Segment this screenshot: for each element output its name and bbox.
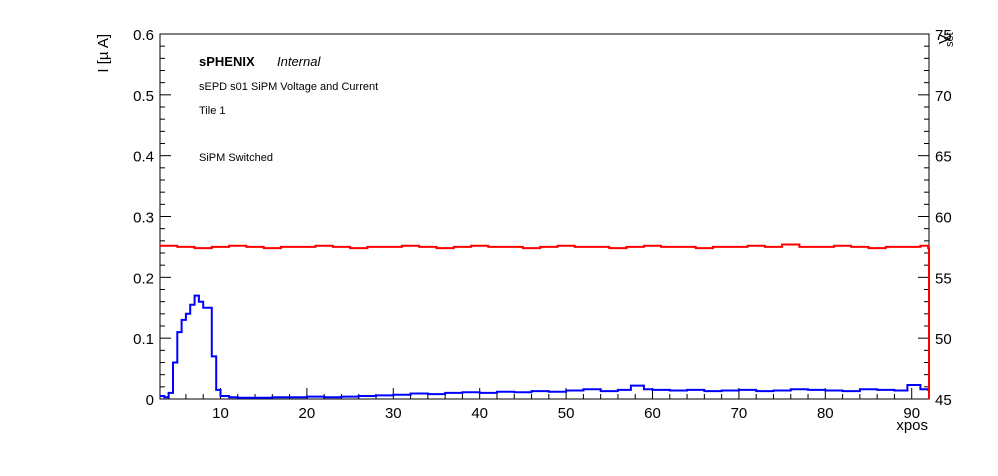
x-tick-label: 50 [558, 405, 575, 422]
tick-labels: 10 20 30 40 50 60 70 80 90 0 0.1 0.2 0.3 0.4 0.5 0.6 45 5… [133, 27, 952, 422]
status-label: Internal [277, 54, 321, 69]
tile-label: Tile 1 [199, 105, 226, 117]
x-tick-label: 80 [817, 405, 834, 422]
x-tick-label: 40 [471, 405, 488, 422]
x-tick-label: 70 [731, 405, 748, 422]
y-left-tick-label: 0.1 [133, 331, 154, 348]
y-left-tick-label: 0.5 [133, 88, 154, 105]
series-line [160, 243, 930, 399]
x-tick-label: 90 [903, 405, 920, 422]
switch-note: SiPM Switched [199, 152, 273, 164]
series-2 [159, 243, 930, 399]
y-left-tick-label: 0 [146, 392, 154, 409]
series-layer [159, 243, 930, 399]
y-right-tick-label: 50 [935, 331, 952, 348]
y-axis-right-title: V set [936, 32, 956, 47]
y-right-tick-label: 60 [935, 210, 952, 227]
chart-title: sEPD s01 SiPM Voltage and Current [199, 81, 378, 93]
x-tick-label: 60 [644, 405, 661, 422]
y-left-tick-label: 0.2 [133, 270, 154, 287]
y-right-tick-label: 75 [935, 27, 952, 44]
y-right-tick-label: 70 [935, 88, 952, 105]
series-line [160, 294, 930, 399]
x-tick-label: 10 [212, 405, 229, 422]
y-left-tick-label: 0.3 [133, 210, 154, 227]
y-left-tick-label: 0.4 [133, 149, 154, 166]
x-tick-label: 30 [385, 405, 402, 422]
y-axis-right-title-sub: set [944, 32, 956, 47]
y-left-tick-label: 0.6 [133, 27, 154, 44]
y-axis-right-title-main: V [936, 34, 953, 44]
y-right-tick-label: 45 [935, 392, 952, 409]
experiment-label: sPHENIX [199, 54, 255, 69]
series-1 [159, 294, 930, 399]
y-right-tick-label: 55 [935, 270, 952, 287]
x-tick-label: 20 [299, 405, 316, 422]
x-axis-title: xpos [896, 417, 928, 434]
y-right-tick-label: 65 [935, 149, 952, 166]
y-axis-left-title: I [µ A] [95, 34, 112, 73]
